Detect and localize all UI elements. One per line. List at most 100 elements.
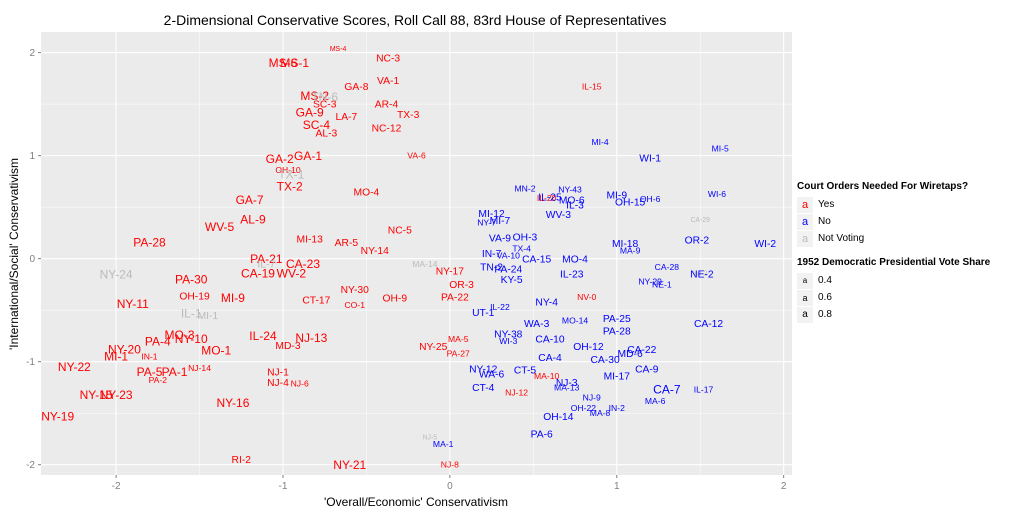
data-point-label: IL-22 <box>490 302 510 312</box>
data-point-label: NY-15 <box>80 388 113 402</box>
data-point-label: WI-3 <box>499 336 517 346</box>
data-point-label: CA-15 <box>522 254 551 265</box>
data-point-label: UT-1 <box>472 308 495 319</box>
data-point-label: IL-15 <box>582 82 602 92</box>
size-legend-entry: a 0.4 <box>797 272 1017 289</box>
legend-entry-not-voting: a Not Voting <box>797 230 1017 247</box>
data-point-label: IL-20 <box>537 193 557 203</box>
data-point-label: IN-7 <box>482 249 502 260</box>
data-point-label: MO-14 <box>562 315 588 325</box>
data-point-label: VA-9 <box>489 234 511 245</box>
data-point-label: TN-6 <box>311 90 338 104</box>
data-point-label: NC-12 <box>372 123 402 134</box>
data-point-label: PA-4 <box>145 334 171 348</box>
data-point-label: PA-24 <box>494 265 522 276</box>
data-point-label: MS-6 <box>269 56 298 70</box>
data-point-label: NY-43 <box>558 185 582 195</box>
data-point-label: PA-21 <box>250 252 283 266</box>
data-point-label: IL-1 <box>181 306 202 320</box>
data-point-label: KY-5 <box>501 275 523 286</box>
data-point-label: NY-22 <box>58 360 91 374</box>
data-point-label: AR-5 <box>335 238 359 249</box>
data-point-label: MI-7 <box>490 216 511 227</box>
y-tick-label: 0 <box>29 254 35 265</box>
data-point-label: MN-2 <box>514 184 535 194</box>
data-point-label: OH-14 <box>543 412 574 423</box>
data-point-label: MI-1 <box>104 350 128 364</box>
data-point-label: MA-14 <box>412 259 438 269</box>
data-point-label: CA-10 <box>535 335 564 346</box>
data-point-label: MA-5 <box>448 334 469 344</box>
data-point-label: CA-28 <box>655 262 680 272</box>
data-point-label: RI-2 <box>232 455 252 466</box>
data-point-label: NY-30 <box>341 285 370 296</box>
data-point-label: MI-13 <box>297 235 324 246</box>
x-tick-label: -1 <box>279 481 288 492</box>
legend-entry-yes: a Yes <box>797 196 1017 213</box>
data-point-label: AL-3 <box>315 129 337 140</box>
data-point-label: MI-1 <box>198 311 219 322</box>
grid-lines <box>41 32 792 475</box>
data-point-label: MO-6 <box>559 196 585 207</box>
data-point-label: CA-7 <box>653 383 681 397</box>
data-point-label: NJ-12 <box>505 388 528 398</box>
data-point-label: MD-3 <box>275 341 300 352</box>
data-point-label: MI-18 <box>612 239 639 250</box>
legend-label-no: No <box>818 216 831 227</box>
data-point-label: OH-22 <box>571 403 597 413</box>
data-point-label: MI-9 <box>606 190 627 201</box>
data-point-label: WV-3 <box>546 210 571 221</box>
data-point-label: NY-4 <box>535 298 558 309</box>
data-point-label: NY-16 <box>216 396 249 410</box>
data-point-label: VA-1 <box>377 76 399 87</box>
data-point-label: PA-1 <box>162 365 188 379</box>
data-point-label: MA-8 <box>590 408 611 418</box>
data-point-label: AL-9 <box>240 213 266 227</box>
size-label: 0.8 <box>818 309 832 320</box>
data-point-label: MI-9 <box>221 291 245 305</box>
legend-swatch-yes: a <box>797 196 813 213</box>
size-label: 0.4 <box>818 275 832 286</box>
data-point-label: NY-11 <box>117 297 149 311</box>
data-point-label: OH-3 <box>513 233 538 244</box>
data-point-label: WV-5 <box>205 220 235 234</box>
data-point-label: WI-1 <box>639 153 661 164</box>
data-point-label: PA-6 <box>531 429 553 440</box>
data-point-label: PA-28 <box>133 235 166 249</box>
plot-panel <box>41 32 792 475</box>
data-point-label: OR-3 <box>449 280 474 291</box>
size-swatch: a <box>797 306 813 323</box>
data-point-label: AR-4 <box>375 100 399 111</box>
data-point-label: NJ-3 <box>556 378 578 389</box>
data-point-label: NY-21 <box>333 458 366 472</box>
data-point-label: NJ-6 <box>291 378 309 388</box>
legend-swatch-no: a <box>797 213 813 230</box>
data-point-label: WI-2 <box>754 239 776 250</box>
data-point-label: NY-14 <box>361 246 390 257</box>
x-tick-label: 1 <box>614 481 620 492</box>
data-point-label: TN-2 <box>480 262 503 273</box>
data-point-label: GA-9 <box>296 106 324 120</box>
data-point-label: MS-1 <box>280 56 309 70</box>
chart-title: 2-Dimensional Conservative Scores, Roll … <box>163 12 667 28</box>
axis-ticks: -2 -1 0 1 2 -2 -1 0 1 2 <box>26 48 787 492</box>
data-point-label: NY-7 <box>477 218 496 228</box>
data-point-label: PA-22 <box>441 292 469 303</box>
data-point-label: WI-2 <box>693 270 708 277</box>
data-point-label: NE-2 <box>690 270 714 281</box>
x-axis-label: 'Overall/Economic' Conservativism <box>324 495 508 509</box>
legend-swatch-not-voting: a <box>797 230 813 247</box>
data-point-label: LA-7 <box>336 112 358 123</box>
data-point-label: MA-13 <box>554 382 580 392</box>
data-point-label: OH-6 <box>640 194 661 204</box>
data-point-label: CA-19 <box>241 266 275 280</box>
data-point-label: NJ-14 <box>188 363 211 373</box>
data-point-label: OR-2 <box>685 236 710 247</box>
y-tick-label: 1 <box>29 151 35 162</box>
data-point-label: MS-2 <box>300 89 329 103</box>
data-point-label: OH-19 <box>179 291 210 302</box>
legend-entry-no: a No <box>797 213 1017 230</box>
data-point-label: NY-12 <box>469 364 498 375</box>
data-point-label: TX-1 <box>278 167 304 181</box>
